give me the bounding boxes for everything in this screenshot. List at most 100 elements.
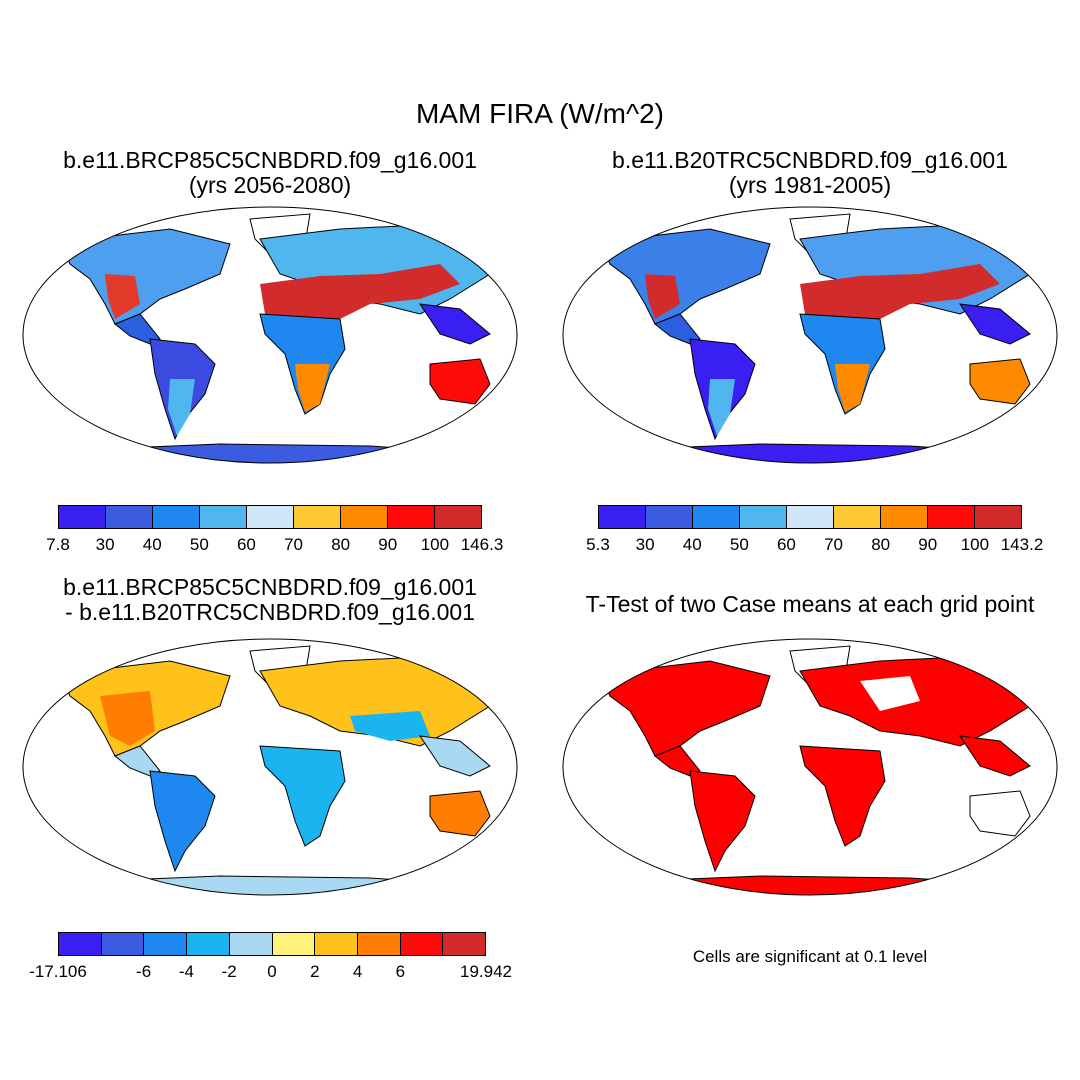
colorbar-box <box>881 506 928 528</box>
panel-difference-title-line1: b.e11.BRCP85C5CNBDRD.f09_g16.001 <box>63 574 477 600</box>
land-africa <box>799 745 886 847</box>
colorbar-tick-label: -2 <box>221 962 237 981</box>
colorbar-box <box>59 933 102 955</box>
land-north-america-warm <box>100 691 155 746</box>
colorbar-tick-label: 146.3 <box>460 535 504 554</box>
colorbar-tick-label: 50 <box>729 535 749 554</box>
land-southern-africa <box>835 364 870 412</box>
colorbar-box <box>153 506 200 528</box>
land-north-america <box>59 228 231 325</box>
colorbar-box <box>101 933 145 955</box>
land-southern-africa <box>295 364 330 412</box>
colorbar-box <box>200 506 247 528</box>
colorbar-tick-label: 30 <box>95 535 115 554</box>
land-se-asia <box>958 735 1031 777</box>
map-difference <box>22 638 518 896</box>
land-north-america <box>599 228 771 325</box>
colorbar-tick-label: -17.106 <box>29 962 87 981</box>
colorbar-box <box>341 506 388 528</box>
ttest-note: Cells are significant at 0.1 level <box>692 947 928 966</box>
colorbar-box <box>229 933 273 955</box>
panel-ttest-title: T-Test of two Case means at each grid po… <box>585 591 1035 617</box>
colorbar-future <box>58 505 482 529</box>
land-eurasia-gap <box>860 676 920 711</box>
colorbar-box <box>787 506 834 528</box>
land-australia <box>429 358 491 405</box>
panel-difference-title-line2: - b.e11.B20TRC5CNBDRD.f09_g16.001 <box>65 599 475 625</box>
colorbar-box <box>435 506 481 528</box>
colorbar-box <box>599 506 646 528</box>
map-future <box>22 206 518 464</box>
colorbar-tick-label: 4 <box>352 962 363 981</box>
colorbar-box <box>975 506 1021 528</box>
panel-future-title-line1: b.e11.BRCP85C5CNBDRD.f09_g16.001 <box>63 147 477 173</box>
colorbar-tick-label: 70 <box>824 535 844 554</box>
land-australia <box>969 358 1031 405</box>
colorbar-tick-label: 50 <box>189 535 209 554</box>
colorbar-box <box>928 506 975 528</box>
land-australia <box>429 790 491 837</box>
colorbar-tick-label: -4 <box>178 962 194 981</box>
land-sahara-asia-hot <box>260 264 460 322</box>
colorbar-historical <box>598 505 1022 529</box>
panel-historical-title-line1: b.e11.B20TRC5CNBDRD.f09_g16.001 <box>612 147 1008 173</box>
colorbar-tick-label: 60 <box>236 535 256 554</box>
land-south-america-south <box>168 379 195 436</box>
colorbar-box <box>834 506 881 528</box>
land-north-america <box>599 660 771 757</box>
colorbar-tick-label: 70 <box>284 535 304 554</box>
colorbar-tick-label: 0 <box>267 962 277 981</box>
land-africa <box>259 745 346 847</box>
panel-historical-title: b.e11.B20TRC5CNBDRD.f09_g16.001 (yrs 198… <box>560 148 1060 198</box>
colorbar-box <box>400 933 444 955</box>
colorbar-box <box>144 933 188 955</box>
colorbar-tick-label: 100 <box>960 535 990 554</box>
land-south-america <box>689 770 756 873</box>
colorbar-box <box>247 506 294 528</box>
colorbar-tick-label: 6 <box>395 962 406 981</box>
colorbar-tick-label: 60 <box>776 535 796 554</box>
colorbar-box <box>315 933 358 955</box>
land-us-west-hot <box>105 274 140 319</box>
land-se-asia <box>418 735 491 777</box>
colorbar-box <box>740 506 787 528</box>
colorbar-tick-label: 19.942 <box>460 962 512 981</box>
land-south-america <box>149 770 216 873</box>
land-us-west-hot <box>645 274 680 319</box>
colorbar-tick-label: 80 <box>331 535 351 554</box>
colorbar-tick-label: 5.3 <box>586 535 610 554</box>
colorbar-tick-label: 90 <box>918 535 938 554</box>
panel-future-title: b.e11.BRCP85C5CNBDRD.f09_g16.001 (yrs 20… <box>20 148 520 198</box>
colorbar-tick-label: 100 <box>420 535 450 554</box>
panel-historical-title-line2: (yrs 1981-2005) <box>728 172 892 198</box>
colorbar-box <box>443 933 486 955</box>
colorbar-box <box>106 506 153 528</box>
colorbar-box <box>693 506 740 528</box>
colorbar-box <box>357 933 401 955</box>
colorbar-tick-label: 143.2 <box>1000 535 1044 554</box>
colorbar-box <box>187 933 230 955</box>
panel-future-title-line2: (yrs 2056-2080) <box>188 172 352 198</box>
colorbar-tick-label: -6 <box>136 962 152 981</box>
colorbar-box <box>294 506 341 528</box>
colorbar-difference <box>58 932 486 956</box>
land-se-asia <box>418 303 491 345</box>
figure-title: MAM FIRA (W/m^2) <box>415 98 664 129</box>
land-sahara-asia-hot <box>800 264 1000 322</box>
colorbar-box <box>646 506 693 528</box>
land-australia <box>969 790 1031 837</box>
colorbar-tick-label: 7.8 <box>46 535 70 554</box>
colorbar-box <box>388 506 435 528</box>
colorbar-box <box>272 933 316 955</box>
land-south-america-south <box>708 379 735 436</box>
panel-difference-title: b.e11.BRCP85C5CNBDRD.f09_g16.001 - b.e11… <box>20 575 520 625</box>
colorbar-tick-label: 80 <box>871 535 891 554</box>
colorbar-tick-label: 40 <box>682 535 702 554</box>
colorbar-tick-label: 90 <box>378 535 398 554</box>
colorbar-tick-label: 2 <box>310 962 320 981</box>
colorbar-box <box>59 506 106 528</box>
colorbar-tick-label: 40 <box>142 535 162 554</box>
land-se-asia <box>958 303 1031 345</box>
ttest-significant-cells <box>563 639 1057 895</box>
map-ttest <box>562 638 1058 896</box>
